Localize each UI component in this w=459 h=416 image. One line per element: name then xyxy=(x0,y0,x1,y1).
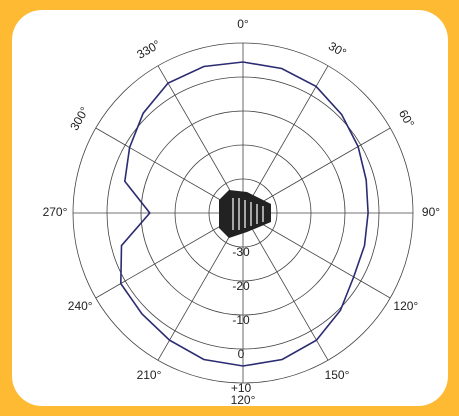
spoke xyxy=(242,212,391,299)
antenna-icon xyxy=(219,190,271,238)
theta-tick-label: 0° xyxy=(237,17,249,31)
theta-tick-label: 240° xyxy=(68,299,93,313)
theta-tick-label: 150° xyxy=(325,368,350,382)
theta-tick-label: 270° xyxy=(43,205,68,219)
theta-tick-label: 90° xyxy=(422,205,440,219)
spoke xyxy=(242,212,329,361)
theta-tick-label: 120° xyxy=(231,393,256,407)
r-tick-label: -10 xyxy=(232,313,250,327)
theta-tick-label: 120° xyxy=(393,299,418,313)
theta-tick-label: 210° xyxy=(137,368,162,382)
r-tick-label: -30 xyxy=(232,245,250,259)
pattern-line xyxy=(119,61,369,367)
r-tick-label: -20 xyxy=(232,279,250,293)
r-tick-label: 0 xyxy=(238,347,245,361)
grid xyxy=(72,42,414,384)
spoke xyxy=(157,65,244,214)
spoke xyxy=(242,65,329,214)
r-tick-label: +10 xyxy=(231,381,252,395)
spoke xyxy=(95,127,244,214)
spoke xyxy=(242,127,391,214)
plot xyxy=(119,61,369,367)
